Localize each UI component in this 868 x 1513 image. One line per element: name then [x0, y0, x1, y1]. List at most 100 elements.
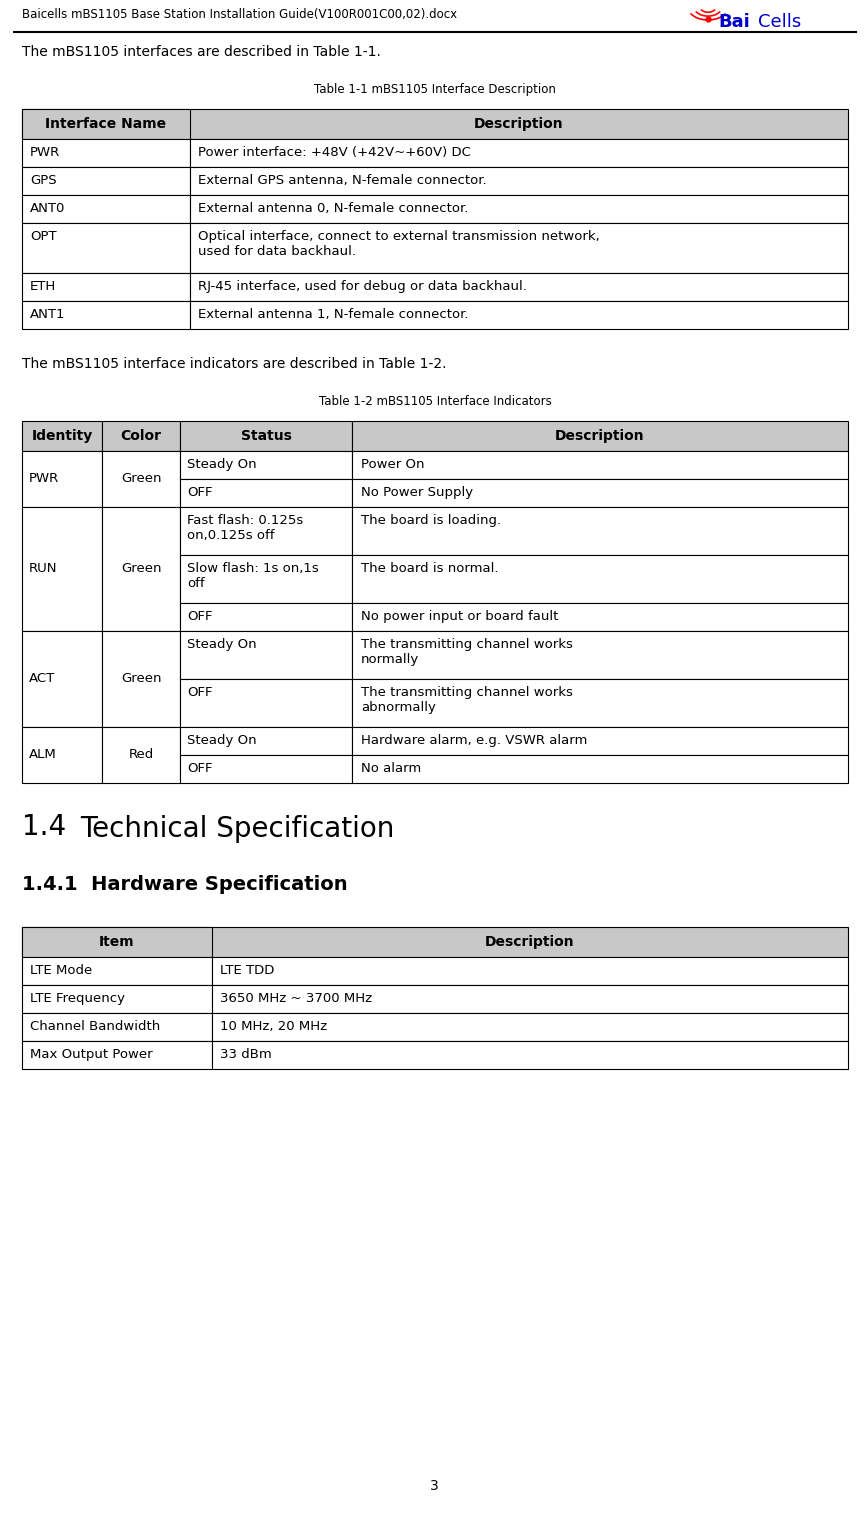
Text: Color: Color — [121, 430, 161, 443]
Bar — [22, 927, 848, 958]
Text: Steady On: Steady On — [187, 458, 257, 471]
Bar — [190, 301, 848, 328]
Bar — [102, 451, 180, 507]
Text: The transmitting channel works
normally: The transmitting channel works normally — [361, 638, 573, 666]
Text: OFF: OFF — [187, 685, 213, 699]
Bar — [22, 1041, 212, 1070]
Text: Cells: Cells — [758, 14, 801, 30]
Text: No alarm: No alarm — [361, 763, 421, 775]
Text: GPS: GPS — [30, 174, 56, 188]
Bar — [22, 507, 102, 631]
Bar — [212, 958, 848, 985]
Text: Max Output Power: Max Output Power — [30, 1049, 153, 1061]
Bar — [102, 631, 180, 728]
Bar — [212, 985, 848, 1014]
Text: No power input or board fault: No power input or board fault — [361, 610, 558, 623]
Text: Description: Description — [474, 117, 564, 132]
Text: The board is loading.: The board is loading. — [361, 514, 501, 527]
Text: LTE Mode: LTE Mode — [30, 964, 92, 977]
Text: Channel Bandwidth: Channel Bandwidth — [30, 1020, 161, 1033]
Text: 3: 3 — [430, 1480, 438, 1493]
Text: ANT1: ANT1 — [30, 309, 65, 321]
Text: The mBS1105 interfaces are described in Table 1-1.: The mBS1105 interfaces are described in … — [22, 45, 381, 59]
Bar — [190, 139, 848, 166]
Bar — [352, 480, 848, 507]
Text: ACT: ACT — [29, 672, 56, 685]
Text: Fast flash: 0.125s
on,0.125s off: Fast flash: 0.125s on,0.125s off — [187, 514, 303, 542]
Bar — [180, 631, 352, 679]
Bar — [352, 755, 848, 784]
Bar — [190, 272, 848, 301]
Bar — [22, 222, 190, 272]
Text: ETH: ETH — [30, 280, 56, 294]
Text: Table 1-1 mBS1105 Interface Description: Table 1-1 mBS1105 Interface Description — [314, 83, 556, 95]
Bar — [180, 421, 352, 451]
Bar — [22, 958, 212, 985]
Bar — [22, 166, 190, 195]
Bar — [352, 679, 848, 728]
Text: RUN: RUN — [29, 563, 57, 575]
Text: Green: Green — [121, 672, 161, 685]
Bar — [190, 166, 848, 195]
Text: 3650 MHz ~ 3700 MHz: 3650 MHz ~ 3700 MHz — [220, 993, 372, 1005]
Text: Green: Green — [121, 563, 161, 575]
Text: 1.4.1  Hardware Specification: 1.4.1 Hardware Specification — [22, 875, 347, 894]
Bar — [352, 507, 848, 555]
Text: Table 1-2 mBS1105 Interface Indicators: Table 1-2 mBS1105 Interface Indicators — [319, 395, 551, 409]
Text: Power interface: +48V (+42V~+60V) DC: Power interface: +48V (+42V~+60V) DC — [198, 145, 470, 159]
Bar — [352, 604, 848, 631]
Text: OFF: OFF — [187, 763, 213, 775]
Bar — [22, 109, 848, 139]
Bar — [180, 480, 352, 507]
Bar — [22, 139, 190, 166]
Bar — [180, 755, 352, 784]
Text: Optical interface, connect to external transmission network,
used for data backh: Optical interface, connect to external t… — [198, 230, 600, 259]
Text: Red: Red — [128, 749, 154, 761]
Text: Green: Green — [121, 472, 161, 486]
Text: Item: Item — [99, 935, 135, 949]
Text: Slow flash: 1s on,1s
off: Slow flash: 1s on,1s off — [187, 561, 319, 590]
Bar — [102, 421, 180, 451]
Bar — [352, 421, 848, 451]
Bar — [212, 1014, 848, 1041]
Text: External antenna 0, N-female connector.: External antenna 0, N-female connector. — [198, 203, 469, 215]
Bar — [22, 451, 102, 507]
Bar — [180, 728, 352, 755]
Text: Description: Description — [556, 430, 645, 443]
Bar — [22, 1014, 212, 1041]
Bar — [22, 927, 212, 958]
Bar — [22, 728, 102, 784]
Text: Identity: Identity — [31, 430, 93, 443]
Bar — [212, 1041, 848, 1070]
Text: Power On: Power On — [361, 458, 424, 471]
Bar — [180, 679, 352, 728]
Bar — [352, 728, 848, 755]
Bar — [352, 631, 848, 679]
Text: The transmitting channel works
abnormally: The transmitting channel works abnormall… — [361, 685, 573, 714]
Bar — [190, 195, 848, 222]
Bar — [180, 507, 352, 555]
Bar — [352, 555, 848, 604]
Text: No Power Supply: No Power Supply — [361, 486, 473, 499]
Text: Steady On: Steady On — [187, 638, 257, 651]
Text: Description: Description — [485, 935, 575, 949]
Text: Technical Specification: Technical Specification — [80, 816, 394, 843]
Text: The board is normal.: The board is normal. — [361, 561, 498, 575]
Bar — [22, 301, 190, 328]
Bar — [102, 728, 180, 784]
Text: Status: Status — [240, 430, 292, 443]
Text: LTE Frequency: LTE Frequency — [30, 993, 125, 1005]
Text: PWR: PWR — [30, 145, 60, 159]
Text: PWR: PWR — [29, 472, 59, 486]
Text: Interface Name: Interface Name — [45, 117, 167, 132]
Text: OPT: OPT — [30, 230, 56, 244]
Text: Bai: Bai — [718, 14, 750, 30]
Bar — [180, 555, 352, 604]
Text: OFF: OFF — [187, 486, 213, 499]
Text: Hardware alarm, e.g. VSWR alarm: Hardware alarm, e.g. VSWR alarm — [361, 734, 588, 747]
Text: ALM: ALM — [29, 749, 56, 761]
Bar — [22, 631, 102, 728]
Text: External antenna 1, N-female connector.: External antenna 1, N-female connector. — [198, 309, 469, 321]
Bar — [22, 109, 190, 139]
Bar — [180, 451, 352, 480]
